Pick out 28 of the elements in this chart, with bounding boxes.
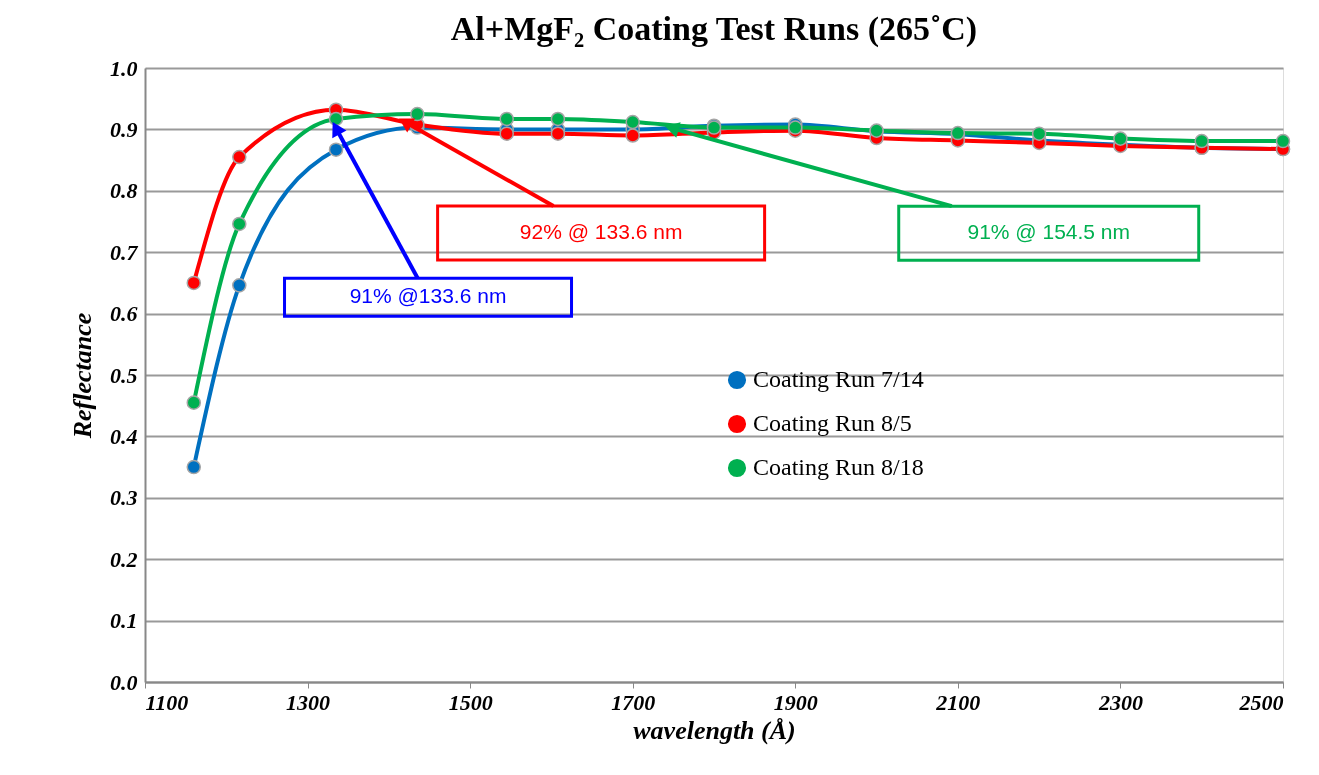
y-tick-label: 0.6: [110, 301, 138, 327]
y-tick-label: 0.9: [110, 116, 138, 142]
y-tick-label: 0.0: [110, 669, 138, 695]
x-tick-label: 1100: [145, 689, 189, 715]
legend-label: Coating Run 8/18: [753, 454, 924, 480]
x-axis-title: wavelength (Å): [633, 715, 796, 745]
x-tick-label: 1700: [611, 689, 656, 715]
annotation: 91% @ 154.5 nm: [967, 220, 1131, 244]
y-tick-label: 0.2: [110, 546, 138, 572]
chart-title: Al+MgF₂ Coating Test Runs (265˚C): [450, 10, 978, 48]
x-tick-label: 2100: [935, 689, 981, 715]
x-tick-label: 2500: [1238, 689, 1284, 715]
y-tick-label: 0.1: [110, 608, 138, 634]
annotation: 91% @133.6 nm: [349, 284, 507, 308]
x-tick-label: 1900: [773, 689, 818, 715]
annotation: 92% @ 133.6 nm: [519, 220, 683, 244]
y-tick-label: 0.8: [110, 178, 138, 204]
legend-label: Coating Run 8/5: [753, 410, 912, 436]
x-tick-label: 1300: [286, 689, 331, 715]
y-tick-label: 0.4: [110, 423, 138, 449]
y-tick-label: 0.3: [110, 485, 138, 511]
y-tick-label: 0.5: [110, 362, 138, 388]
x-tick-label: 2300: [1097, 689, 1143, 715]
y-tick-label: 1.0: [110, 55, 138, 81]
legend-label: Coating Run 7/14: [753, 366, 924, 392]
y-axis-title: Reflectance: [68, 312, 97, 440]
y-tick-label: 0.7: [110, 239, 139, 265]
x-tick-label: 1500: [448, 689, 493, 715]
